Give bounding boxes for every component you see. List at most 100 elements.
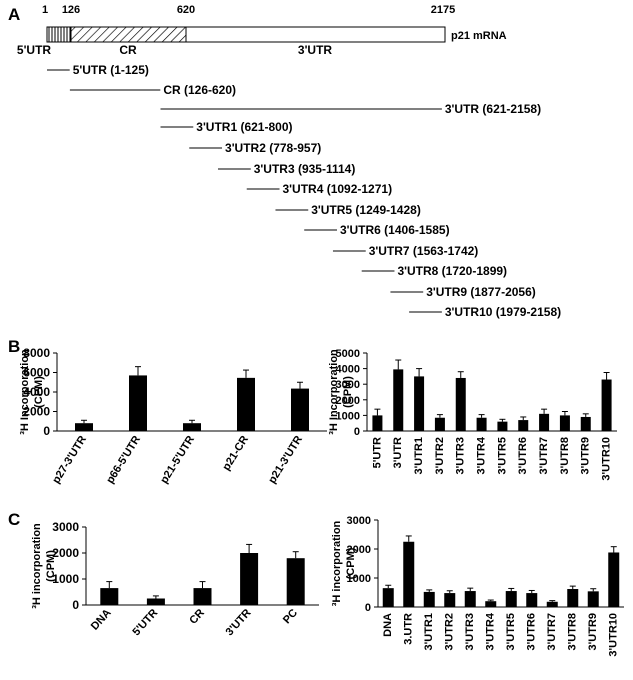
bar [476, 417, 487, 431]
pos-label-620: 620 [177, 4, 195, 16]
category-label: 3'UTR10 [608, 613, 620, 657]
category-label: 3.UTR [403, 613, 415, 645]
y-axis-label: ³H incorporation [31, 523, 43, 609]
bar [567, 589, 579, 607]
bar [423, 591, 435, 607]
bar [546, 601, 558, 607]
category-label: 3'UTR8 [567, 613, 579, 650]
bar [193, 588, 212, 605]
fragment-label: 3'UTR8 (1720-1899) [397, 264, 507, 278]
bar [464, 591, 476, 607]
bar [291, 388, 309, 431]
fragment-label: 3'UTR1 (621-800) [196, 120, 292, 134]
y-axis-label: (CPM) [342, 376, 354, 408]
category-label: p21-3'UTR [266, 434, 305, 486]
y-tick-label: 2000 [23, 405, 50, 419]
category-label: 3'UTR6 [517, 437, 529, 474]
fragment-map: 5'UTR (1-125) CR (126-620) 3'UTR (621-2158… [47, 63, 561, 319]
y-tick-label: 3000 [336, 379, 360, 391]
category-label: p27-3'UTR [50, 434, 89, 486]
bar [403, 541, 415, 607]
bar [382, 588, 394, 607]
fragment-label: 3'UTR7 (1563-1742) [369, 244, 479, 258]
category-label: 3'UTR6 [526, 613, 538, 650]
bar [505, 591, 517, 607]
chart-C-left: 0 1000 2000 3000 ³H incorporation (CPM) DNA 5'U… [31, 520, 319, 638]
pos-label-126: 126 [62, 4, 80, 16]
panel-label-a: A [8, 5, 20, 24]
category-label: 3'UTR4 [485, 612, 497, 650]
category-label: 3'UTR1 [413, 437, 425, 474]
category-label: 3'UTR1 [423, 613, 435, 650]
y-axis-label: (CPM) [45, 550, 57, 582]
y-tick-label: 5000 [336, 348, 360, 360]
bar [580, 416, 591, 431]
fragment-label: 3'UTR3 (935-1114) [254, 162, 356, 176]
bar [518, 420, 529, 431]
bar [601, 379, 612, 431]
y-tick-label: 2000 [52, 546, 79, 560]
category-label: PC [281, 607, 300, 626]
category-label: 3'UTR3 [464, 613, 476, 650]
category-label: 3'UTR9 [580, 437, 592, 474]
category-label: 3'UTR [392, 437, 404, 468]
category-label: DNA [382, 613, 394, 637]
y-tick-label: 0 [43, 424, 50, 438]
category-label: 3'UTR3 [455, 437, 467, 474]
region-label-cr: CR [119, 43, 137, 57]
y-tick-label: 1000 [336, 410, 360, 422]
category-label: p21-5'UTR [158, 434, 197, 486]
category-label: 3'UTR10 [600, 437, 612, 481]
bar [414, 376, 425, 431]
y-tick-label: 4000 [336, 364, 360, 376]
category-label: CR [187, 607, 207, 627]
category-label: 3'UTR5 [505, 613, 517, 650]
bar [455, 377, 466, 431]
bar [497, 421, 508, 431]
panel-label-c: C [8, 510, 20, 529]
y-tick-label: 3000 [347, 515, 371, 527]
fragment-label: 3'UTR4 (1092-1271) [283, 182, 393, 196]
bar [393, 369, 404, 431]
y-axis-label: (CPM) [33, 376, 45, 408]
pos-label-1: 1 [42, 4, 48, 16]
category-label: p21-CR [220, 434, 251, 473]
category-label: 3'UTR2 [434, 437, 446, 474]
bar [372, 415, 383, 431]
y-tick-label: 2000 [336, 395, 360, 407]
bar [587, 591, 599, 607]
bar [286, 558, 305, 605]
y-tick-label: 8000 [23, 346, 50, 360]
bar [240, 553, 259, 605]
panel-label-b: B [8, 337, 20, 356]
category-label: 3'UTR [224, 607, 254, 638]
bar [100, 588, 119, 605]
mrna-map: 1 126 620 2175 p21 mRNA 5'UTR CR 3'UTR [17, 4, 507, 57]
y-tick-label: 0 [365, 602, 371, 614]
region-label-5utr: 5'UTR [17, 43, 52, 57]
category-label: 3'UTR7 [538, 437, 550, 474]
y-tick-label: 2000 [347, 544, 371, 556]
y-tick-label: 0 [354, 426, 360, 438]
utr3-segment [185, 26, 446, 43]
fragment-label: 3'UTR10 (1979-2158) [445, 305, 561, 319]
category-label: DNA [89, 607, 114, 633]
category-label: 3'UTR4 [475, 436, 487, 474]
chart-C-right: 0 1000 2000 3000 ³H incorporation (CPM) DNA 3.U… [331, 515, 624, 657]
category-label: p66-5'UTR [104, 434, 143, 486]
category-label: 3'UTR5 [496, 437, 508, 474]
fragment-label: 3'UTR6 (1406-1585) [340, 223, 450, 237]
category-label: 3'UTR7 [546, 613, 558, 650]
bar [444, 593, 456, 607]
bar [146, 598, 165, 605]
category-label: 5'UTR [130, 607, 160, 638]
y-axis-label: ³H Incorporation [19, 349, 31, 435]
pos-label-2175: 2175 [431, 4, 455, 16]
bar [75, 423, 93, 431]
bar [539, 413, 550, 431]
fragment-label: 3'UTR9 (1877-2056) [426, 285, 536, 299]
fragment-label: 5'UTR (1-125) [73, 63, 149, 77]
